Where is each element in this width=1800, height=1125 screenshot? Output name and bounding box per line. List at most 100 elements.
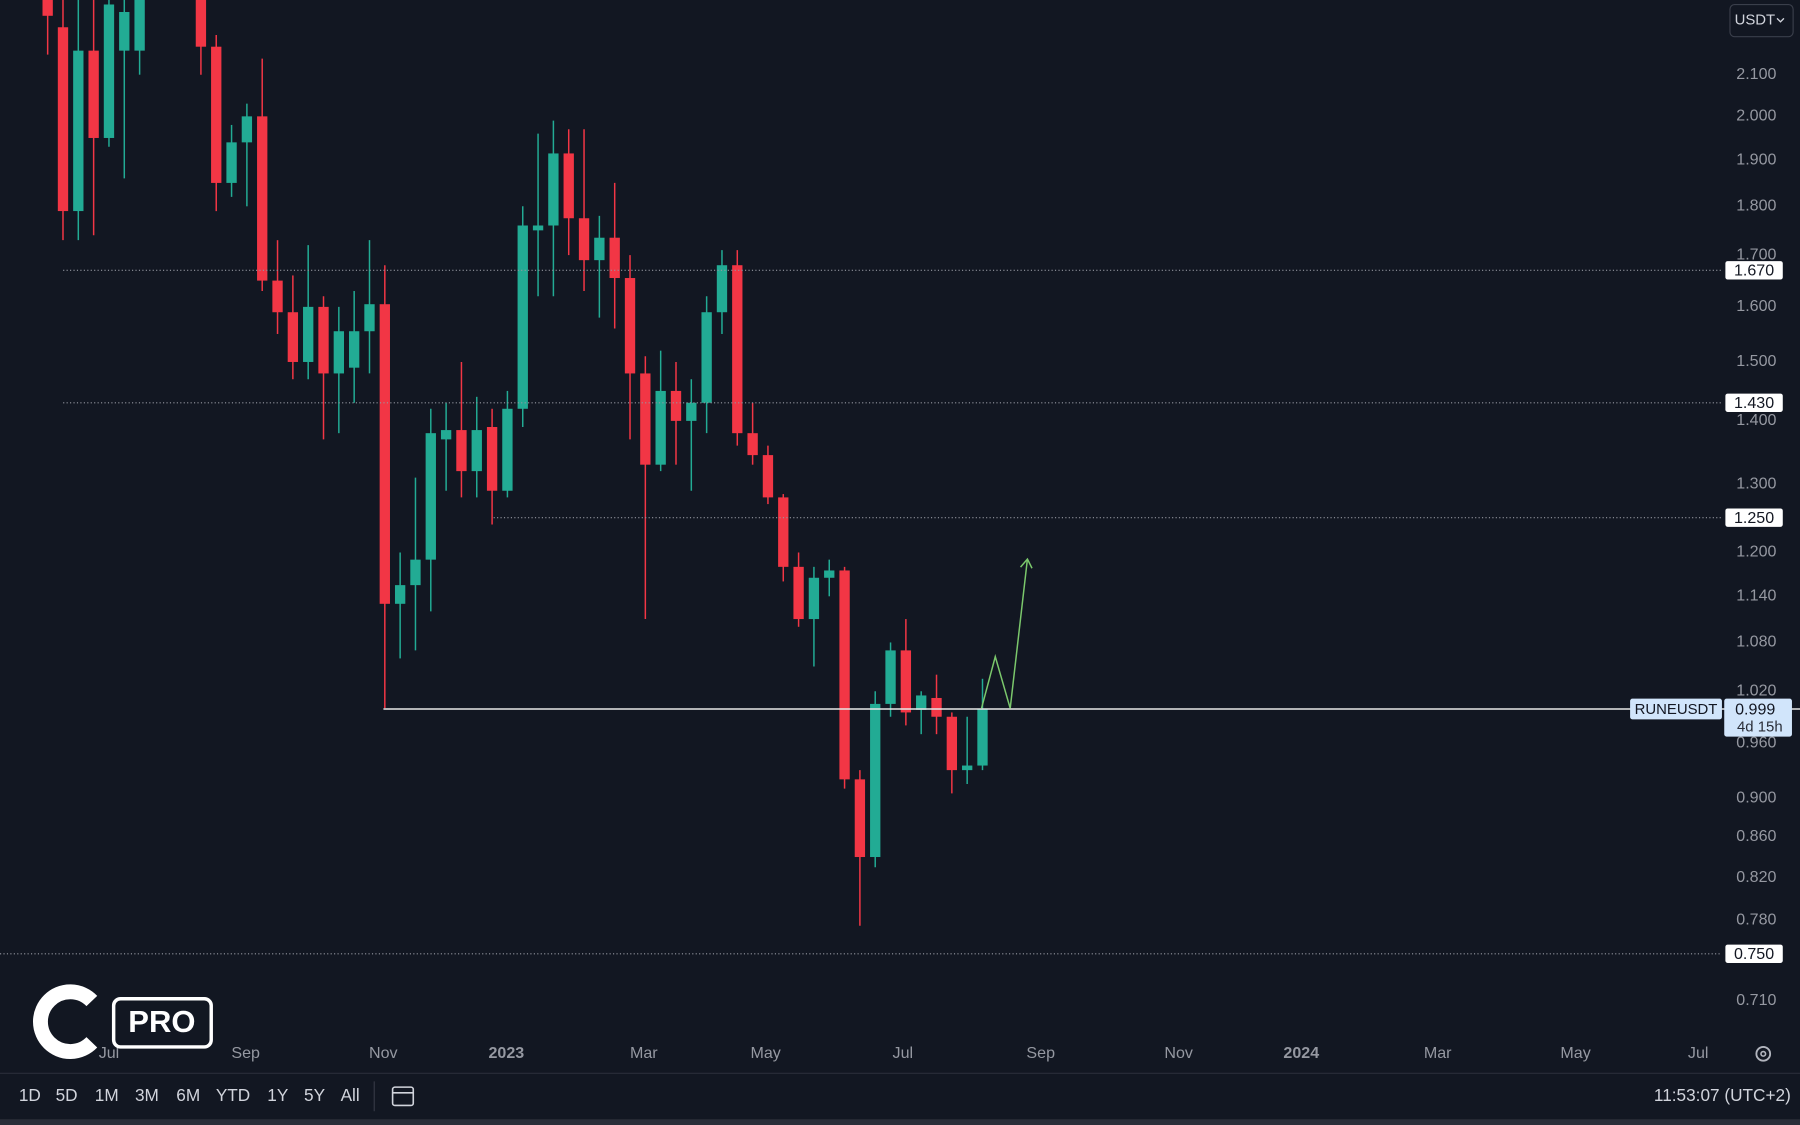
candle-body [303, 306, 314, 362]
range-button[interactable]: 5D [56, 1085, 78, 1105]
candle-body [211, 46, 222, 183]
candle-body [425, 433, 436, 560]
candle-body [732, 265, 743, 434]
x-tick-label: Mar [1424, 1044, 1452, 1062]
candle-body [870, 703, 881, 858]
candle-body [962, 765, 973, 771]
symbol-box [1630, 698, 1722, 720]
candle-body [502, 408, 513, 491]
candle-body [134, 0, 145, 51]
candle-body [532, 225, 544, 231]
level-label: 1.670 [1734, 262, 1774, 280]
price-axis: 2.100 2.000 1.900 1.800 1.700 1.600 1.500 1.400… [99, 65, 1800, 1062]
x-tick-label: May [1560, 1044, 1590, 1062]
y-tick-label: 1.700 [1736, 245, 1776, 263]
x-tick-label: May [750, 1044, 780, 1062]
gear[interactable] [1755, 1046, 1772, 1062]
level-label-box [1725, 261, 1783, 280]
arrow-head [1019, 557, 1033, 569]
candle-body [778, 497, 789, 567]
candle-body [257, 116, 268, 281]
x-tick-label: Mar [630, 1044, 658, 1062]
level-label-box [1725, 393, 1783, 412]
candle-body [670, 390, 682, 421]
range-button[interactable]: 6M [176, 1085, 200, 1105]
candle-body [548, 153, 559, 226]
candle-body [594, 237, 605, 261]
candle-body [931, 697, 942, 717]
candle-body [241, 116, 253, 143]
candle-body [348, 331, 360, 368]
candle-body [517, 225, 528, 409]
candle-body [471, 430, 482, 472]
gear-hub [1760, 1050, 1767, 1057]
candle-body [226, 142, 237, 183]
y-tick-label: 1.020 [1736, 682, 1776, 700]
y-tick-label: 1.600 [1736, 297, 1776, 315]
currency-caret [1776, 17, 1785, 23]
y-tick-label: 1.140 [1736, 587, 1776, 605]
x-tick-label: Nov [1164, 1044, 1193, 1062]
range-button[interactable]: 5Y [304, 1085, 326, 1105]
calendar[interactable] [391, 1086, 415, 1107]
range-button[interactable]: 1Y [267, 1085, 289, 1105]
logo: PRO [33, 984, 213, 1059]
y-tick-label: 1.300 [1736, 474, 1776, 492]
logo-box [111, 997, 213, 1049]
x-tick-label: Sep [1026, 1044, 1055, 1062]
candle-body [655, 390, 666, 465]
y-tick-label: 0.710 [1736, 991, 1776, 1009]
candle-body [379, 304, 390, 604]
candle-body [624, 278, 636, 374]
candle-body [686, 402, 697, 421]
level-label: 1.250 [1734, 509, 1774, 527]
candle-body [640, 373, 651, 465]
x-tick-label: Nov [369, 1044, 398, 1062]
y-tick-label: 0.960 [1736, 733, 1776, 751]
range-button[interactable]: 1D [19, 1085, 41, 1105]
candle-body [333, 331, 345, 374]
range-button[interactable]: All [341, 1085, 360, 1105]
candle-body [824, 570, 835, 578]
y-tick-label: 2.100 [1736, 65, 1776, 83]
clock: 11:53:07 (UTC+2) [1654, 1085, 1791, 1105]
y-tick-label: 0.900 [1736, 788, 1776, 806]
price-label: 0.999 [1735, 700, 1775, 718]
x-tick-label: Sep [231, 1044, 260, 1062]
y-tick-label: 1.080 [1736, 633, 1776, 651]
range-button[interactable]: 3M [135, 1085, 159, 1105]
y-tick-label: 1.800 [1736, 197, 1776, 215]
level-label-box [1725, 508, 1783, 527]
candle-body [916, 695, 927, 710]
candle-body [762, 455, 774, 498]
drawn-arrow [980, 558, 1029, 709]
candle-body [272, 280, 283, 313]
currency-button[interactable] [1729, 4, 1794, 38]
y-tick-label: 1.400 [1736, 411, 1776, 429]
price-box [1724, 698, 1792, 737]
range-button[interactable]: YTD [216, 1085, 250, 1105]
candle-body [716, 265, 728, 313]
date-range-icon[interactable] [391, 1086, 415, 1107]
candle-body [195, 0, 207, 47]
candle-body [57, 27, 69, 212]
candle-body [900, 650, 912, 713]
level-label-box [1725, 944, 1783, 963]
candle-body [88, 50, 99, 138]
x-tick-label: Jul [99, 1044, 120, 1062]
candle-body [578, 218, 590, 261]
settings-icon[interactable] [1755, 1046, 1772, 1062]
x-tick-label: Jul [1688, 1044, 1709, 1062]
candle-body [854, 779, 866, 858]
candle-body [701, 312, 712, 403]
candle-body [119, 12, 130, 51]
candle-body [747, 433, 758, 456]
range-button[interactable]: 1M [95, 1085, 119, 1105]
plot-area [0, 0, 1722, 955]
x-tick-label: 2023 [488, 1044, 524, 1062]
overlay [980, 557, 1033, 709]
y-tick-label: 1.500 [1736, 352, 1776, 370]
x-tick-label: 2024 [1283, 1044, 1319, 1062]
candle-body [977, 709, 988, 766]
